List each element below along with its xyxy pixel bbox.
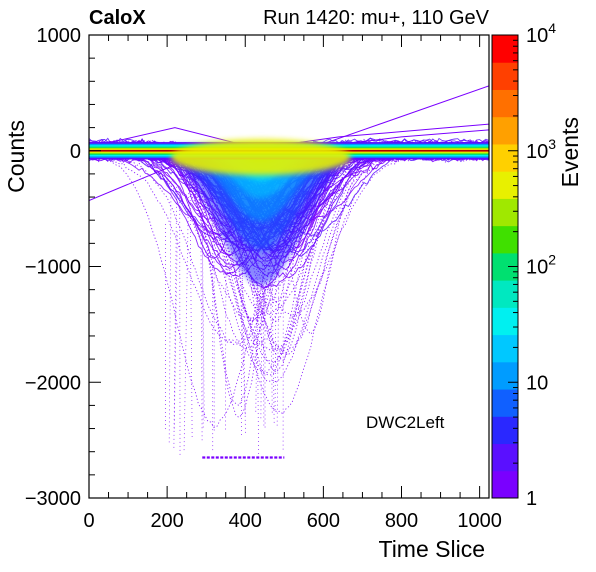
color-scale-segment <box>492 443 518 472</box>
color-scale-title: Events <box>557 117 583 187</box>
color-scale-ticks: 1 10 102 103 104 <box>508 20 556 510</box>
y-tick-label: −3000 <box>25 488 81 510</box>
event-trace <box>89 139 489 376</box>
x-tick-label: 600 <box>307 510 340 532</box>
color-scale-segment <box>492 334 518 363</box>
z-tick-label: 103 <box>526 136 556 163</box>
x-tick-label: 400 <box>229 510 262 532</box>
y-tick-label: −1000 <box>25 257 81 279</box>
z-tick-label: 102 <box>526 252 556 279</box>
event-trace <box>274 205 277 412</box>
channel-label: DWC2Left <box>366 413 445 432</box>
z-tick-label: 1 <box>526 488 537 510</box>
y-axis-title: Counts <box>3 120 29 193</box>
z-tick-label: 10 <box>526 372 548 394</box>
color-scale-segment <box>492 198 518 227</box>
x-tick-label: 200 <box>150 510 183 532</box>
event-trace <box>168 169 172 445</box>
x-axis-title: Time Slice <box>379 536 486 562</box>
event-trace <box>189 195 193 440</box>
x-tick-label: 0 <box>83 510 94 532</box>
y-tick-label: 0 <box>70 141 81 163</box>
event-trace <box>201 180 205 421</box>
color-scale-segment <box>492 143 518 172</box>
event-trace <box>173 231 178 432</box>
x-tick-label: 800 <box>385 510 418 532</box>
heatmap-content <box>89 85 489 459</box>
color-scale-segment <box>492 416 518 445</box>
x-tick-label: 1000 <box>457 510 502 532</box>
experiment-label: CaloX <box>89 7 146 29</box>
y-tick-label: 1000 <box>37 25 82 47</box>
pulse-core-layer <box>89 146 489 222</box>
color-scale-segment <box>492 307 518 336</box>
x-axis: 0 200 400 600 800 1000 <box>83 35 502 532</box>
color-scale-segment <box>492 171 518 199</box>
event-trace <box>262 248 265 426</box>
color-scale-segment <box>492 361 518 390</box>
y-tick-label: −2000 <box>25 372 81 394</box>
run-label: Run 1420: mu+, 110 GeV <box>263 7 490 29</box>
z-tick-label: 104 <box>526 20 556 47</box>
event-trace <box>183 177 190 452</box>
baseline-dip <box>170 139 351 176</box>
color-scale-segment <box>492 225 518 254</box>
event-trace <box>200 227 203 444</box>
y-axis: 1000 0 −1000 −2000 −3000 <box>25 25 101 510</box>
color-scale-segment <box>492 89 518 118</box>
color-scale-segment <box>492 35 518 63</box>
color-scale-segment <box>492 62 518 90</box>
color-scale-segment <box>492 470 518 499</box>
color-scale-segment <box>492 116 518 145</box>
baseline-band <box>89 139 489 176</box>
